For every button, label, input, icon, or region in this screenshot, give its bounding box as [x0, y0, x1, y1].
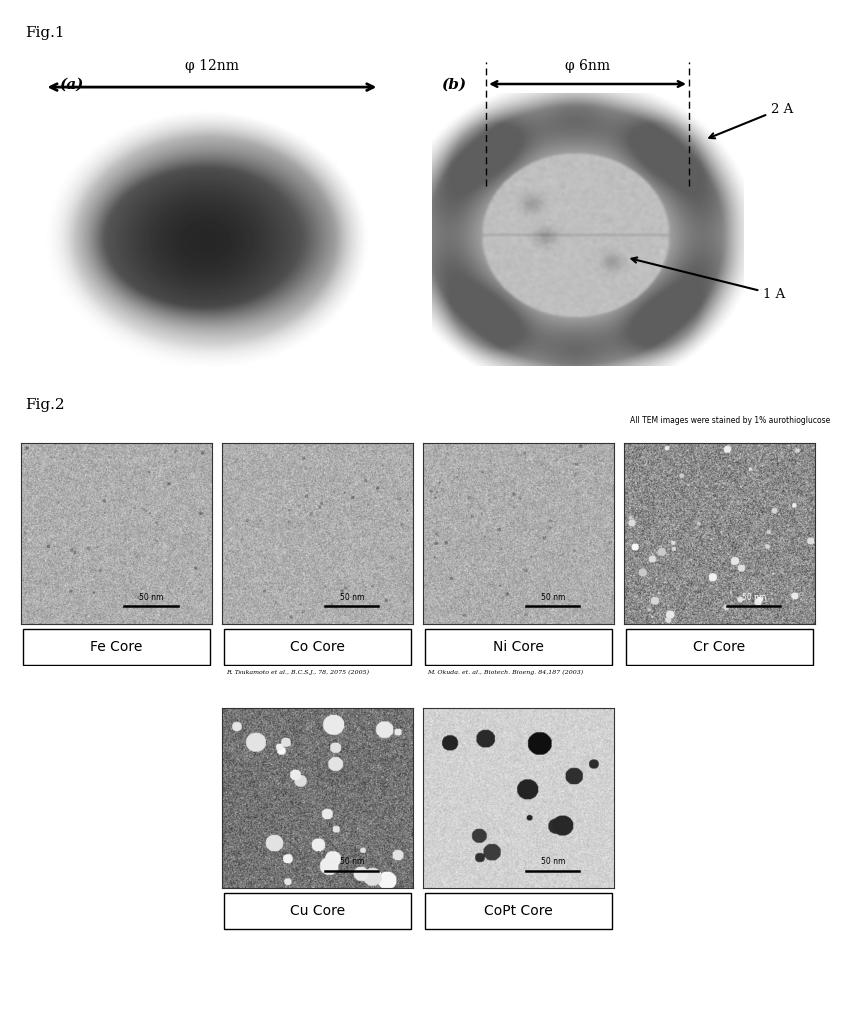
Text: φ 6nm: φ 6nm	[565, 59, 610, 73]
FancyBboxPatch shape	[224, 630, 411, 665]
Text: 50 nm: 50 nm	[741, 592, 766, 602]
Text: 50 nm: 50 nm	[540, 592, 565, 602]
Text: (a): (a)	[59, 77, 84, 92]
Text: Cu Core: Cu Core	[290, 903, 345, 917]
Text: 50 nm: 50 nm	[340, 592, 364, 602]
FancyBboxPatch shape	[23, 630, 210, 665]
Text: 2 A: 2 A	[709, 102, 793, 139]
Text: M. Okuda. et. al., Biotech. Bioeng. 84,187 (2003): M. Okuda. et. al., Biotech. Bioeng. 84,1…	[427, 670, 583, 675]
FancyBboxPatch shape	[625, 630, 812, 665]
Text: 50 nm: 50 nm	[340, 857, 364, 866]
Text: 1 A: 1 A	[631, 258, 784, 301]
Text: φ 12nm: φ 12nm	[185, 59, 239, 73]
Text: 50 nm: 50 nm	[540, 857, 565, 866]
Text: CoPt Core: CoPt Core	[484, 903, 552, 917]
FancyBboxPatch shape	[424, 894, 612, 929]
Text: 50 nm: 50 nm	[139, 592, 163, 602]
FancyBboxPatch shape	[424, 630, 612, 665]
Text: Fig.2: Fig.2	[25, 397, 65, 412]
Text: Cr Core: Cr Core	[693, 639, 745, 653]
Text: R. Tsukamoto et al., B.C.S.J., 78, 2075 (2005): R. Tsukamoto et al., B.C.S.J., 78, 2075 …	[226, 670, 369, 675]
Text: Ni Core: Ni Core	[492, 639, 544, 653]
Text: Fig.1: Fig.1	[25, 26, 65, 40]
Text: (b): (b)	[440, 77, 466, 92]
Text: Fe Core: Fe Core	[91, 639, 142, 653]
FancyBboxPatch shape	[224, 894, 411, 929]
Text: Co Core: Co Core	[290, 639, 345, 653]
Text: All TEM images were stained by 1% aurothioglucose: All TEM images were stained by 1% auroth…	[630, 416, 830, 425]
